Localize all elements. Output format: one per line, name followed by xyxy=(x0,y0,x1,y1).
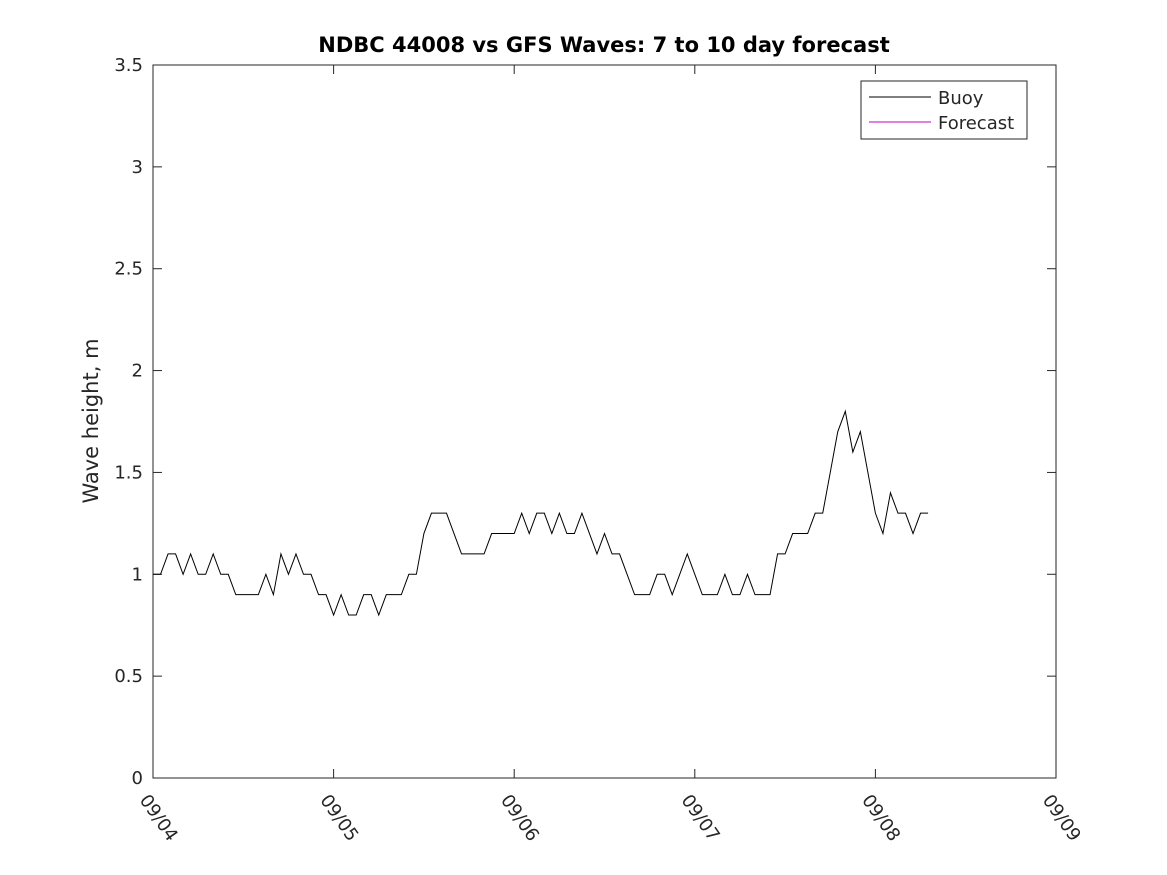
series-line-buoy xyxy=(153,409,929,617)
plot-axes xyxy=(152,64,1057,779)
y-tick-label: 1.5 xyxy=(114,462,143,483)
y-tick-label: 0 xyxy=(132,768,143,789)
chart-title: NDBC 44008 vs GFS Waves: 7 to 10 day for… xyxy=(318,33,889,57)
y-axis-ticks: 0 0.5 1 1.5 2 2.5 3 3.5 xyxy=(114,55,1056,789)
y-tick-label: 0.5 xyxy=(114,666,143,687)
legend-box xyxy=(860,80,1028,140)
y-axis-label: Wave height, m xyxy=(79,338,103,503)
plot-area-box xyxy=(152,64,1057,779)
y-tick-label: 1 xyxy=(132,564,143,585)
y-tick-label: 2.5 xyxy=(114,259,143,280)
y-tick-label: 3.5 xyxy=(114,55,143,76)
legend-buoy-label: Buoy xyxy=(938,88,984,109)
legend-forecast-label: Forecast xyxy=(938,113,1014,134)
legend: Buoy Forecast xyxy=(860,80,1028,140)
y-tick-label: 2 xyxy=(132,361,143,382)
series-layer xyxy=(153,409,929,617)
y-tick-label: 3 xyxy=(132,157,143,178)
